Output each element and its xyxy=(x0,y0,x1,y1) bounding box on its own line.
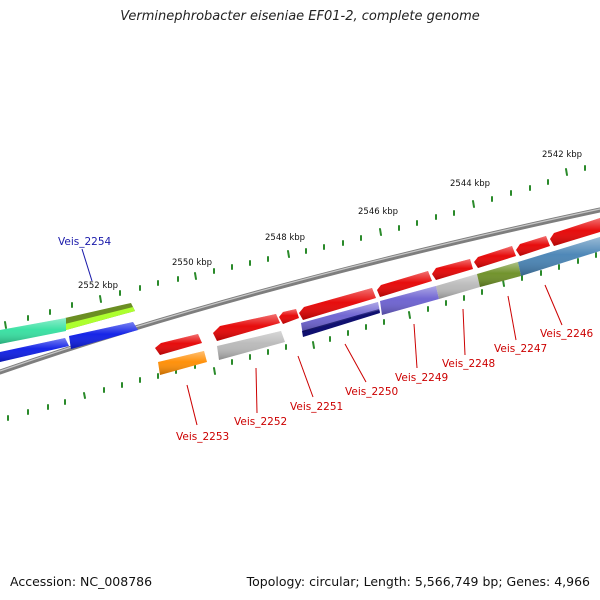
gene-veis-2250-rev[interactable] xyxy=(301,302,380,337)
forward-strand-genes xyxy=(0,218,600,355)
gene-label-veis-2250[interactable]: Veis_2250 xyxy=(345,386,398,398)
map-title: Verminephrobacter eiseniae EF01-2, compl… xyxy=(120,9,480,24)
gene-label-veis-2248[interactable]: Veis_2248 xyxy=(442,358,495,370)
scale-label: 2542 kbp xyxy=(542,150,582,160)
reverse-strand-genes xyxy=(0,237,600,375)
gene-veis-2253-fwd[interactable] xyxy=(155,334,202,355)
gene-veis-2252-rev[interactable] xyxy=(217,331,285,360)
topology-text: Topology: circular; Length: 5,566,749 bp… xyxy=(246,574,590,589)
gene-veis-2252-fwd[interactable] xyxy=(213,314,280,341)
gene-veis-2248-fwd[interactable] xyxy=(432,259,473,280)
scale-label: 2546 kbp xyxy=(358,207,398,217)
gene-veis-2246-fwd[interactable] xyxy=(516,236,550,256)
gene-label-veis-2246[interactable]: Veis_2246 xyxy=(540,328,594,340)
gene-label-veis-2247[interactable]: Veis_2247 xyxy=(494,343,547,355)
gene-veis-2250-fwd[interactable] xyxy=(299,288,376,320)
accession-text: Accession: NC_008786 xyxy=(10,574,153,589)
scale-label: 2550 kbp xyxy=(172,258,212,268)
gene-veis-2249-rev[interactable] xyxy=(380,286,439,315)
scale-label: 2548 kbp xyxy=(265,233,305,243)
gene-label-veis-2253[interactable]: Veis_2253 xyxy=(176,431,229,443)
gene-leader-lines xyxy=(81,248,563,426)
gene-veis-2247-fwd[interactable] xyxy=(474,246,516,268)
outer-scale-ticks xyxy=(4,165,586,329)
gene-label-veis-2249[interactable]: Veis_2249 xyxy=(395,372,448,384)
gene-blue-left-rev[interactable] xyxy=(0,322,138,362)
gene-veis-2247-rev[interactable] xyxy=(477,262,521,287)
gene-veis-2246-rev[interactable] xyxy=(518,237,600,276)
gene-veis-2253-rev[interactable] xyxy=(158,351,207,375)
scale-label: 2544 kbp xyxy=(450,179,490,189)
gene-label-veis-2254[interactable]: Veis_2254 xyxy=(58,236,112,248)
gene-label-veis-2252[interactable]: Veis_2252 xyxy=(234,416,287,428)
gene-veis-2249-fwd[interactable] xyxy=(377,271,432,297)
gene-veis-2248-rev[interactable] xyxy=(436,274,480,299)
gene-red-right-fwd[interactable] xyxy=(550,218,600,246)
gene-veis-2251-fwd[interactable] xyxy=(279,309,299,324)
gene-veis-2254-fwd[interactable] xyxy=(0,303,135,344)
scale-label: 2552 kbp xyxy=(78,281,118,291)
gene-labels: Veis_2254 Veis_2253 Veis_2252 Veis_2251 … xyxy=(58,236,594,443)
gene-label-veis-2251[interactable]: Veis_2251 xyxy=(290,401,343,413)
scale-labels: 2542 kbp 2544 kbp 2546 kbp 2548 kbp 2550… xyxy=(78,150,582,291)
